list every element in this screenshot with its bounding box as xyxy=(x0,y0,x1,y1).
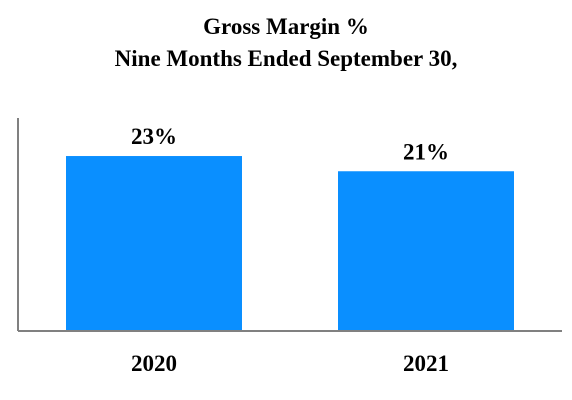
bar-2021 xyxy=(338,171,514,331)
data-label-2021: 21% xyxy=(403,139,449,164)
bar-2020 xyxy=(66,156,242,331)
chart-subtitle: Nine Months Ended September 30, xyxy=(114,46,458,71)
x-tick-label-2020: 2020 xyxy=(131,351,177,376)
x-tick-label-2021: 2021 xyxy=(403,351,449,376)
data-label-2020: 23% xyxy=(131,124,177,149)
chart-title: Gross Margin % xyxy=(203,14,369,39)
